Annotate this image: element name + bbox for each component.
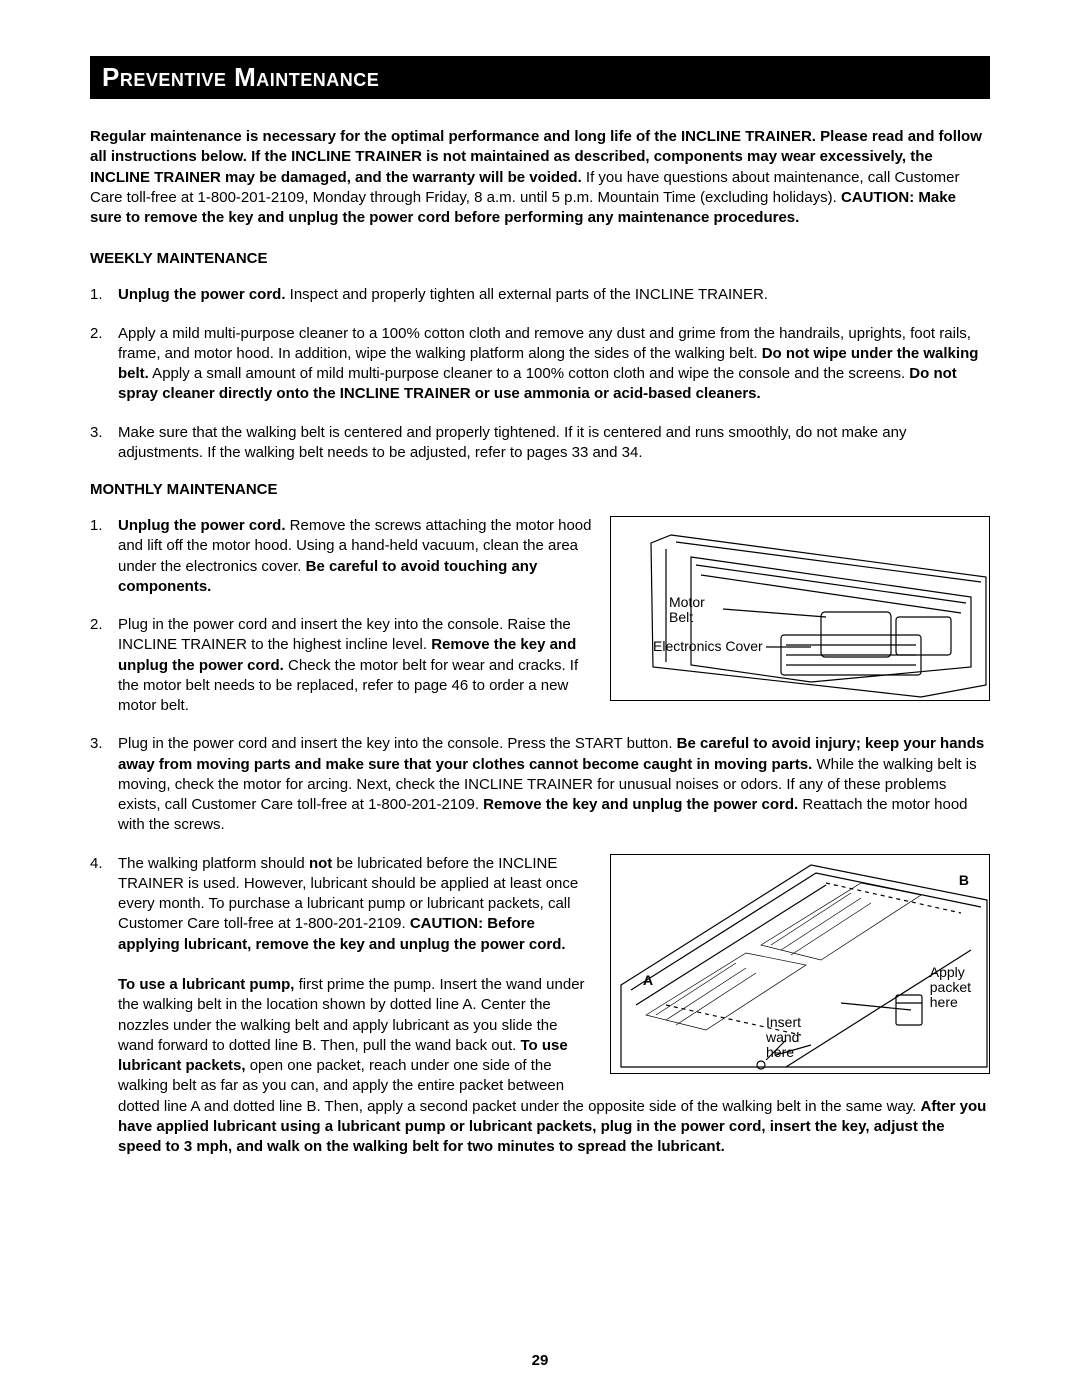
weekly-3: Make sure that the walking belt is cente… — [118, 424, 907, 461]
weekly-heading: WEEKLY MAINTENANCE — [90, 250, 990, 267]
monthly-item-1: Unplug the power cord. Remove the screws… — [90, 516, 990, 597]
weekly-item-3: Make sure that the walking belt is cente… — [90, 423, 990, 464]
monthly-4-a: The walking platform should — [118, 855, 309, 872]
monthly-1-bold: Unplug the power cord. — [118, 517, 286, 534]
monthly-3-a: Plug in the power cord and insert the ke… — [118, 735, 677, 752]
monthly-heading: MONTHLY MAINTENANCE — [90, 481, 990, 498]
page-number: 29 — [0, 1352, 1080, 1369]
weekly-list: Unplug the power cord. Inspect and prope… — [90, 285, 990, 463]
monthly-3-bold2: Remove the key and unplug the power cord… — [483, 796, 798, 813]
weekly-1-plain: Inspect and properly tighten all externa… — [286, 286, 768, 303]
weekly-1-bold: Unplug the power cord. — [118, 286, 286, 303]
fig2-label-insert: Insert wand here — [766, 1015, 801, 1061]
monthly-4-p2-bold1: To use a lubricant pump, — [118, 976, 294, 993]
monthly-item-2: Plug in the power cord and insert the ke… — [90, 615, 990, 716]
fig2-label-b: B — [959, 873, 969, 888]
page: Preventive Maintenance Regular maintenan… — [0, 0, 1080, 1397]
title-bar: Preventive Maintenance — [90, 56, 990, 99]
monthly-item-3: Plug in the power cord and insert the ke… — [90, 734, 990, 835]
fig2-label-a: A — [643, 973, 653, 988]
figure-lubricant: B A Apply packet here Insert wand here — [610, 854, 990, 1074]
monthly-4-bold1: not — [309, 855, 332, 872]
intro-paragraph: Regular maintenance is necessary for the… — [90, 127, 990, 228]
weekly-item-1: Unplug the power cord. Inspect and prope… — [90, 285, 990, 305]
fig2-label-apply: Apply packet here — [930, 965, 971, 1011]
monthly-item-4: B A Apply packet here Insert wand here T… — [90, 854, 990, 1158]
weekly-2-b: Apply a small amount of mild multi-purpo… — [149, 365, 909, 382]
weekly-item-2: Apply a mild multi-purpose cleaner to a … — [90, 324, 990, 405]
page-title: Preventive Maintenance — [102, 62, 978, 93]
